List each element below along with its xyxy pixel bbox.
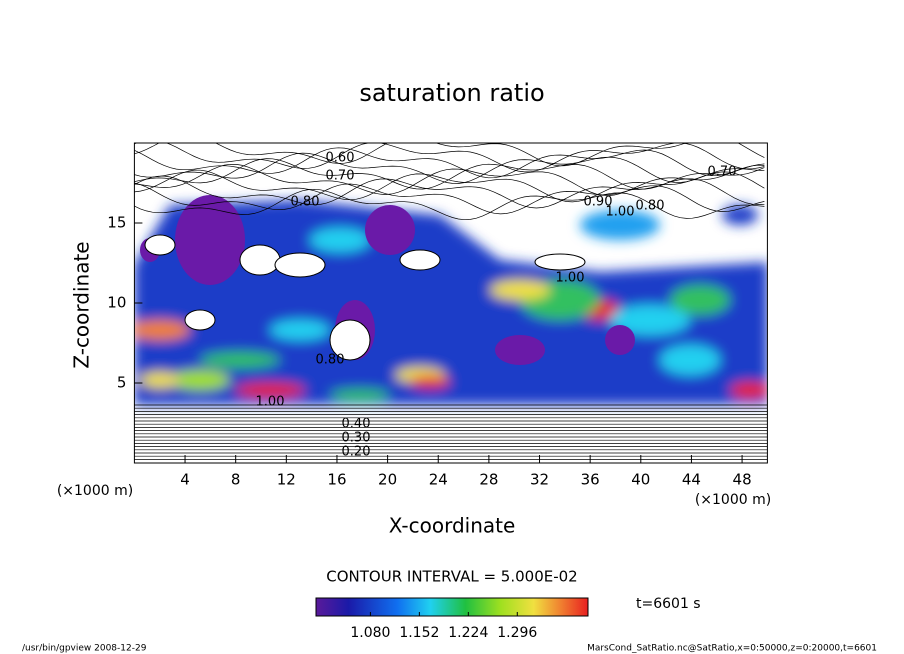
contour-line [134, 143, 765, 173]
x-tick-label: 16 [327, 471, 346, 489]
contour-line [134, 169, 765, 203]
contour-label: 0.40 [342, 417, 371, 432]
y-tick-label: 15 [107, 214, 126, 232]
contour-label: 0.90 [584, 195, 613, 210]
colorbar-tick-label: 1.080 [350, 625, 390, 641]
colorbar-tick-label: 1.224 [448, 625, 488, 641]
x-tick-label: 40 [631, 471, 650, 489]
contour-line [134, 147, 765, 179]
field-purple [495, 335, 545, 365]
x-tick-label: 48 [733, 471, 752, 489]
contour-label: 0.70 [708, 165, 737, 180]
chart-title: saturation ratio [359, 79, 544, 107]
contour-label: 0.20 [342, 445, 371, 460]
contour-label: 1.00 [606, 205, 635, 220]
field-blob [270, 320, 330, 340]
field-white [329, 319, 371, 361]
contour-line [134, 143, 765, 167]
field-white [184, 309, 216, 331]
contour-interval: CONTOUR INTERVAL = 5.000E-02 [326, 568, 577, 586]
x-tick-label: 32 [530, 471, 549, 489]
footer: /usr/bin/gpview 2008-12-29 [22, 644, 147, 654]
contour-label: 0.80 [316, 353, 345, 368]
field-blob [140, 372, 180, 388]
x-axis-label: X-coordinate [389, 514, 516, 538]
footer: MarsCond_SatRatio.nc@SatRatio,x=0:50000,… [587, 644, 877, 654]
field-purple [365, 205, 415, 255]
y-tick-label: 10 [107, 294, 126, 312]
x-unit: (×1000 m) [695, 492, 771, 508]
field-blob [134, 320, 190, 340]
x-tick-label: 44 [682, 471, 701, 489]
y-tick-label: 5 [117, 374, 127, 392]
field-blob [580, 210, 660, 240]
colorbar [315, 597, 589, 617]
contour-label: 0.60 [326, 151, 355, 166]
field-white [144, 234, 176, 256]
field-blob [200, 352, 280, 368]
field-white [274, 252, 326, 278]
field-white [239, 244, 281, 276]
field-purple [175, 195, 245, 285]
field-purple [605, 325, 635, 355]
field-blob [490, 280, 550, 300]
x-unit: (×1000 m) [57, 483, 133, 499]
colorbar-tick-label: 1.296 [497, 625, 537, 641]
x-tick-label: 28 [479, 471, 498, 489]
field-colors [134, 200, 768, 405]
field-blob [660, 345, 720, 375]
field-white [534, 253, 586, 271]
field-white [399, 249, 441, 271]
field [134, 143, 768, 460]
contour-label: 0.70 [326, 169, 355, 184]
x-tick-label: 36 [581, 471, 600, 489]
field-blob [170, 370, 230, 390]
colorbar-tick-label: 1.152 [399, 625, 439, 641]
field-blob [610, 305, 690, 335]
contour-label: 1.00 [256, 395, 285, 410]
contour-line [134, 182, 765, 215]
contour-label: 1.00 [556, 271, 585, 286]
y-axis-label: Z-coordinate [70, 241, 94, 368]
field-blob [410, 376, 450, 388]
contour-label: 0.30 [342, 431, 371, 446]
contour-line [134, 163, 765, 196]
x-tick-label: 12 [277, 471, 296, 489]
contour-line [134, 152, 765, 184]
x-tick-label: 24 [429, 471, 448, 489]
field-blob [670, 285, 730, 315]
contour-label: 0.80 [291, 195, 320, 210]
field-blob [730, 382, 768, 398]
field-blob [330, 389, 390, 401]
contour-line [134, 188, 765, 221]
contour-label: 0.80 [636, 199, 665, 214]
x-tick-label: 20 [378, 471, 397, 489]
x-tick-label: 4 [180, 471, 190, 489]
field-blob [310, 228, 370, 252]
field-blob [722, 205, 758, 225]
field-blue [134, 200, 768, 405]
field-blob [235, 383, 305, 397]
contour-line [134, 175, 765, 209]
x-tick-label: 8 [231, 471, 241, 489]
time-label: t=6601 s [636, 596, 701, 612]
